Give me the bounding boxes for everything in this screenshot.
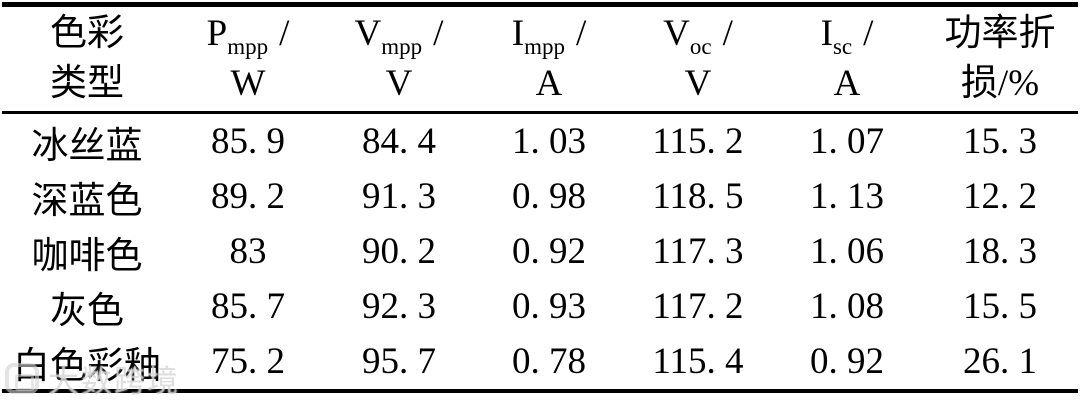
cell-voc: 115. 2 (652, 121, 744, 162)
header-symbol: P (206, 13, 228, 54)
cell-power-loss: 15. 3 (963, 121, 1037, 162)
header-slash: / (863, 13, 874, 54)
cell-vmpp: 95. 7 (362, 341, 436, 382)
header-subscript: mpp (524, 34, 565, 59)
header-line-2: 损/% (960, 63, 1040, 104)
cell-impp: 0. 98 (512, 176, 586, 217)
header-slash: / (279, 13, 290, 54)
cell-vmpp: 84. 4 (362, 121, 436, 162)
table-row: 咖啡色 83 90. 2 0. 92 117. 3 1. 06 18. 3 (2, 224, 1078, 279)
col-header-color-type: 色彩 类型 (2, 4, 172, 114)
header-subscript: oc (689, 34, 712, 59)
cell-color-type: 灰色 (50, 290, 124, 332)
header-unit: V (684, 63, 712, 104)
header-subscript: mpp (381, 34, 423, 59)
cell-impp: 0. 92 (512, 231, 586, 272)
header-unit: A (833, 63, 861, 104)
cell-vmpp: 90. 2 (362, 231, 436, 272)
cell-power-loss: 15. 5 (963, 286, 1037, 327)
col-header-voc: Voc / V (624, 4, 772, 114)
cell-power-loss: 12. 2 (963, 176, 1037, 217)
cell-voc: 115. 4 (652, 341, 744, 382)
cell-isc: 1. 08 (810, 286, 884, 327)
cell-impp: 0. 78 (512, 341, 586, 382)
header-slash: / (433, 13, 444, 54)
cell-isc: 1. 06 (810, 231, 884, 272)
cell-vmpp: 91. 3 (362, 176, 436, 217)
header-line-2: 类型 (50, 63, 124, 104)
cell-isc: 0. 92 (810, 341, 884, 382)
header-row: 色彩 类型 Pmpp / W Vmpp / V Impp / A Voc / V Isc… (2, 4, 1078, 114)
header-unit: V (385, 63, 413, 104)
header-line-1: 色彩 (50, 13, 124, 54)
cell-pmpp: 83 (229, 231, 267, 272)
cell-pmpp: 85. 9 (211, 121, 285, 162)
header-symbol-line: Voc / (624, 9, 772, 59)
header-subscript: sc (832, 34, 853, 59)
header-slash: / (722, 13, 733, 54)
cell-voc: 117. 3 (652, 231, 744, 272)
col-header-vmpp: Vmpp / V (324, 4, 474, 114)
header-subscript: mpp (227, 34, 269, 59)
header-symbol: I (820, 13, 833, 54)
cell-pmpp: 75. 2 (211, 341, 285, 382)
table-row: 冰丝蓝 85. 9 84. 4 1. 03 115. 2 1. 07 15. 3 (2, 113, 1078, 170)
header-symbol: V (354, 13, 382, 54)
table-row: 深蓝色 89. 2 91. 3 0. 98 118. 5 1. 13 12. 2 (2, 169, 1078, 224)
cell-vmpp: 92. 3 (362, 286, 436, 327)
cell-isc: 1. 07 (810, 121, 884, 162)
header-symbol-line: Pmpp / (172, 9, 324, 59)
cell-impp: 1. 03 (512, 121, 586, 162)
pv-color-performance-table: 色彩 类型 Pmpp / W Vmpp / V Impp / A Voc / V Isc… (2, 2, 1078, 393)
col-header-pmpp: Pmpp / W (172, 4, 324, 114)
cell-pmpp: 89. 2 (211, 176, 285, 217)
header-unit: W (230, 63, 266, 104)
col-header-isc: Isc / A (772, 4, 922, 114)
header-slash: / (575, 13, 587, 54)
header-symbol: V (663, 13, 690, 54)
cell-power-loss: 26. 1 (963, 341, 1037, 382)
table-row: 灰色 85. 7 92. 3 0. 93 117. 2 1. 08 15. 5 (2, 279, 1078, 334)
col-header-power-loss: 功率折 损/% (922, 4, 1078, 114)
header-line-1: 功率折 (944, 13, 1056, 54)
cell-color-type: 咖啡色 (31, 235, 143, 277)
cell-impp: 0. 93 (512, 286, 586, 327)
table-row: 白色彩釉 75. 2 95. 7 0. 78 115. 4 0. 92 26. … (2, 334, 1078, 391)
cell-color-type: 深蓝色 (31, 180, 143, 222)
cell-voc: 117. 2 (652, 286, 744, 327)
cell-color-type: 冰丝蓝 (31, 125, 143, 167)
cell-voc: 118. 5 (652, 176, 744, 217)
cell-isc: 1. 13 (810, 176, 884, 217)
header-symbol: I (511, 13, 525, 54)
header-symbol-line: Isc / (772, 9, 922, 59)
header-symbol-line: Impp / (474, 9, 624, 59)
cell-pmpp: 85. 7 (211, 286, 285, 327)
header-symbol-line: Vmpp / (324, 9, 474, 59)
cell-color-type: 白色彩釉 (13, 345, 161, 387)
header-unit: A (535, 63, 563, 104)
cell-power-loss: 18. 3 (963, 231, 1037, 272)
col-header-impp: Impp / A (474, 4, 624, 114)
